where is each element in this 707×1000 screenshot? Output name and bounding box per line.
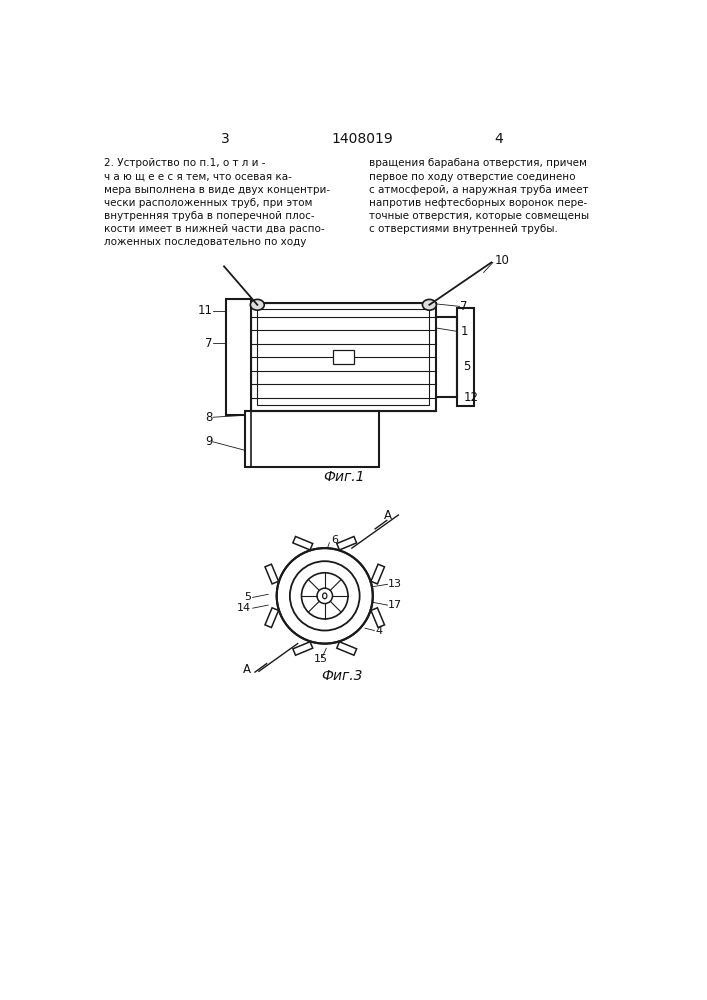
Bar	[337, 536, 356, 550]
Text: напротив нефтесборных воронок пере-: напротив нефтесборных воронок пере-	[369, 198, 588, 208]
Text: 1: 1	[460, 325, 468, 338]
Text: с атмосферой, а наружная труба имеет: с атмосферой, а наружная труба имеет	[369, 185, 588, 195]
Bar	[245, 411, 379, 466]
Ellipse shape	[250, 299, 264, 310]
Text: 15: 15	[314, 654, 328, 664]
Bar	[371, 608, 385, 628]
Text: 3: 3	[221, 132, 230, 146]
Text: 4: 4	[375, 626, 382, 636]
Text: ч а ю щ е е с я тем, что осевая ка-: ч а ю щ е е с я тем, что осевая ка-	[104, 172, 292, 182]
Bar	[226, 299, 251, 415]
Text: чески расположенных труб, при этом: чески расположенных труб, при этом	[104, 198, 312, 208]
Bar	[371, 564, 385, 584]
Text: Фиг.3: Фиг.3	[321, 669, 363, 683]
Bar	[265, 608, 279, 628]
Text: 9: 9	[205, 435, 212, 448]
Text: 7: 7	[205, 337, 212, 350]
Text: 11: 11	[197, 304, 212, 317]
Text: вращения барабана отверстия, причем: вращения барабана отверстия, причем	[369, 158, 587, 168]
Text: Фиг.1: Фиг.1	[323, 470, 365, 484]
Text: точные отверстия, которые совмещены: точные отверстия, которые совмещены	[369, 211, 589, 221]
Text: 8: 8	[205, 411, 212, 424]
Text: мера выполнена в виде двух концентри-: мера выполнена в виде двух концентри-	[104, 185, 330, 195]
Text: 10: 10	[494, 254, 509, 267]
Ellipse shape	[422, 299, 436, 310]
Text: ложенных последовательно по ходу: ложенных последовательно по ходу	[104, 237, 306, 247]
Bar	[251, 303, 436, 411]
Text: первое по ходу отверстие соединено: первое по ходу отверстие соединено	[369, 172, 575, 182]
Circle shape	[276, 548, 373, 644]
Bar	[293, 642, 312, 655]
Ellipse shape	[322, 593, 327, 599]
Bar	[457, 308, 474, 406]
Text: A: A	[385, 509, 392, 522]
Text: A: A	[243, 663, 251, 676]
Text: 14: 14	[237, 603, 251, 613]
Text: внутренняя труба в поперечной плос-: внутренняя труба в поперечной плос-	[104, 211, 315, 221]
Text: 7: 7	[460, 300, 468, 313]
Circle shape	[317, 588, 332, 604]
Text: 17: 17	[388, 600, 402, 610]
Text: 12: 12	[464, 391, 479, 404]
Bar	[257, 309, 429, 405]
Circle shape	[290, 561, 360, 631]
Text: 6: 6	[331, 535, 338, 545]
Text: 1408019: 1408019	[331, 132, 393, 146]
Text: кости имеет в нижней части два распо-: кости имеет в нижней части два распо-	[104, 224, 325, 234]
Bar	[293, 536, 312, 550]
Text: 5: 5	[244, 592, 251, 602]
Text: 2. Устройство по п.1, о т л и -: 2. Устройство по п.1, о т л и -	[104, 158, 265, 168]
Bar	[332, 350, 354, 364]
Text: 5: 5	[464, 360, 471, 373]
Circle shape	[301, 573, 348, 619]
Text: с отверстиями внутренней трубы.: с отверстиями внутренней трубы.	[369, 224, 558, 234]
Bar	[265, 564, 279, 584]
Text: 13: 13	[388, 579, 402, 589]
Text: 4: 4	[495, 132, 503, 146]
Bar	[337, 642, 356, 655]
